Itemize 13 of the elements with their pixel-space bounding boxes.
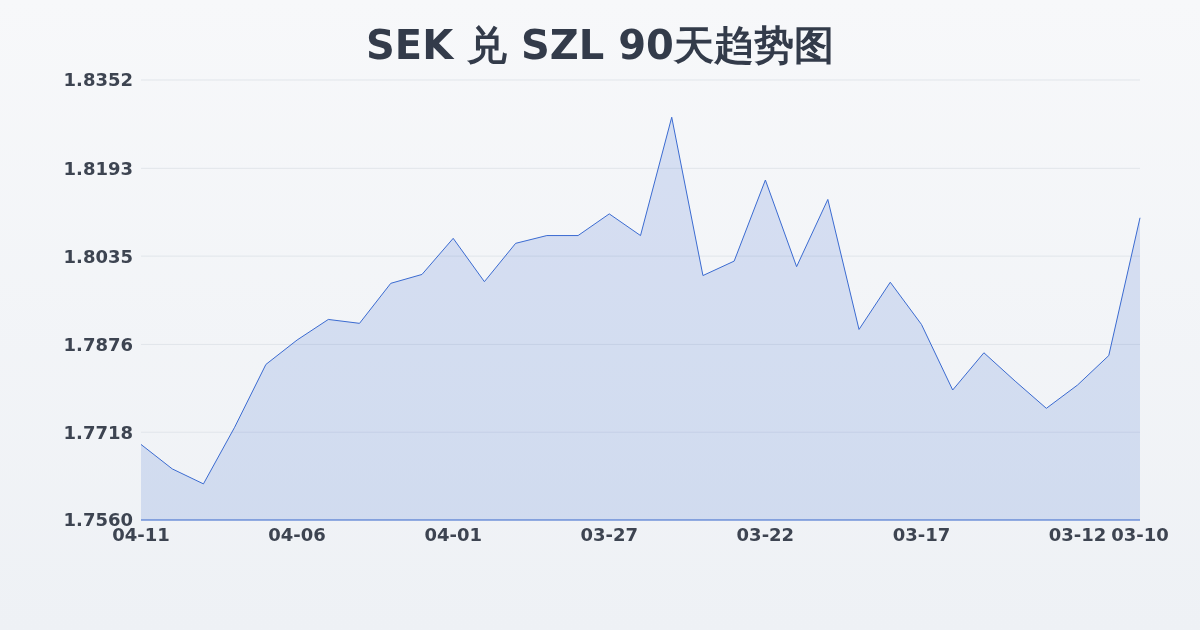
chart-title: SEK 兑 SZL 90天趋势图: [366, 22, 834, 68]
x-tick-label: 03-22: [736, 523, 795, 545]
x-tick-label: 03-10: [1111, 523, 1169, 545]
y-tick-label: 1.8352: [63, 69, 133, 91]
y-tick-label: 1.8193: [63, 157, 133, 179]
x-tick-label: 03-27: [580, 523, 639, 545]
x-tick-label: 04-01: [424, 523, 482, 545]
y-tick-label: 1.7718: [63, 421, 133, 443]
x-tick-label: 03-12: [1048, 523, 1107, 545]
y-tick-label: 1.8035: [63, 245, 133, 267]
x-tick-label: 04-06: [268, 523, 326, 545]
x-tick-label: 03-17: [892, 523, 951, 545]
y-tick-label: 1.7876: [63, 333, 133, 355]
